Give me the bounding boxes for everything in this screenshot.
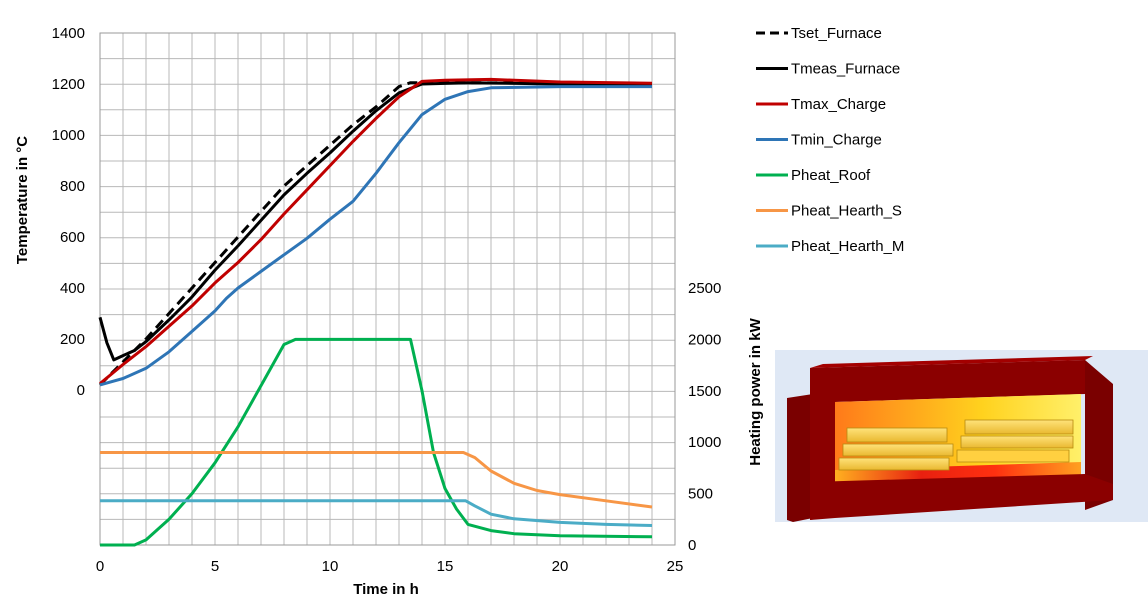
legend-label: Pheat_Hearth_M [791, 238, 904, 255]
y2-axis-title: Heating power in kW [747, 317, 764, 465]
tick-labels: 0 5 10 15 20 25020040060080010001200140005001… [52, 25, 722, 575]
furnace-roof-top [810, 356, 1093, 368]
furnace-floor [810, 474, 1113, 520]
charge-bars [838, 419, 1074, 471]
y2-tick-label: 500 [688, 486, 713, 503]
y2-tick-label: 2000 [688, 331, 721, 348]
series-line-pheat-hearth-s [100, 451, 653, 509]
series-line-tmin-charge [99, 85, 652, 387]
x-tick-label: 15 [437, 558, 454, 575]
plot-area-border [99, 32, 676, 546]
y-axis-title: Temperature in °C [14, 136, 31, 264]
grid [99, 32, 676, 546]
legend-label: Tset_Furnace [791, 25, 882, 42]
x-tick-label: 10 [322, 558, 339, 575]
y-tick-label: 200 [60, 331, 85, 348]
legend: Tset_Furnace Tmeas_Furnace Tmax_Charge Tmin… [756, 25, 904, 255]
legend-label: Tmeas_Furnace [791, 61, 900, 78]
legend-label: Tmax_Charge [791, 96, 886, 113]
series-line-pheat-hearth-m [100, 499, 653, 527]
y2-tick-label: 1000 [688, 434, 721, 451]
x-tick-label: 0 [96, 558, 104, 575]
furnace-left-wall [787, 394, 813, 522]
series-lines [98, 77, 653, 547]
y-tick-label: 800 [60, 178, 85, 195]
series-line-tmax-charge [99, 77, 653, 385]
legend-label: Pheat_Roof [791, 167, 871, 184]
furnace-simulation-image [775, 350, 1148, 522]
furnace-right-wall [1085, 360, 1113, 510]
y-tick-label: 0 [77, 382, 85, 399]
y2-tick-label: 2500 [688, 280, 721, 297]
y-tick-label: 1400 [52, 25, 85, 42]
y2-tick-label: 0 [688, 537, 696, 554]
series-line-tset-furnace [98, 81, 653, 386]
y-tick-label: 1000 [52, 127, 85, 144]
y2-tick-label: 1500 [688, 383, 721, 400]
furnace-roof [810, 360, 1085, 402]
x-tick-label: 5 [211, 558, 219, 575]
series-line-pheat-roof [100, 337, 653, 547]
x-axis-title: Time in h [353, 581, 419, 598]
legend-label: Pheat_Hearth_S [791, 203, 902, 220]
y-tick-label: 600 [60, 229, 85, 246]
x-tick-label: 20 [552, 558, 569, 575]
x-tick-label: 25 [667, 558, 684, 575]
y-tick-label: 1200 [52, 76, 85, 93]
y-tick-label: 400 [60, 280, 85, 297]
legend-label: Tmin_Charge [791, 132, 882, 149]
